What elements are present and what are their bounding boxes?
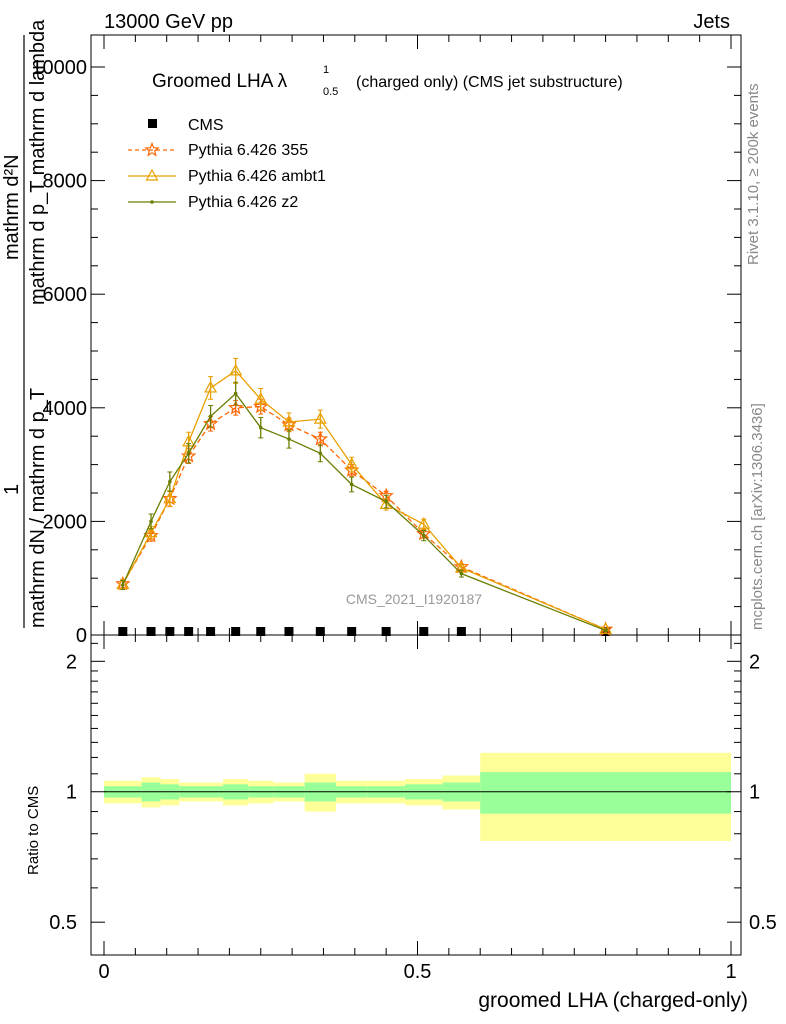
title-main: Groomed LHA λ <box>152 71 288 92</box>
cms-point <box>184 627 194 636</box>
ratio-ytick-label: 2 <box>66 651 77 673</box>
legend-label-355: Pythia 6.426 355 <box>188 142 308 159</box>
cms-point <box>456 627 466 636</box>
point-pythia-6-426-z2 <box>233 391 238 396</box>
cms-point <box>146 627 156 636</box>
ratio-ytick-label: 0.5 <box>49 912 77 934</box>
legend-entry-355: Pythia 6.426 355 <box>128 141 308 159</box>
ratio-ytick-label-right: 1 <box>749 782 760 804</box>
point-pythia-6-426-ambt1 <box>345 457 359 470</box>
main-ytick-label: 8000 <box>43 171 88 193</box>
point-pythia-6-426-ambt1 <box>204 380 218 393</box>
point-pythia-6-426-z2 <box>318 451 323 456</box>
legend: CMS Pythia 6.426 355 Pythia 6.426 ambt1 … <box>128 117 326 211</box>
main-ytick-label: 6000 <box>43 284 88 306</box>
main-ytick-label: 0 <box>76 625 87 647</box>
point-pythia-6-426-z2 <box>603 628 608 633</box>
point-pythia-6-426-355 <box>312 430 329 446</box>
point-pythia-6-426-z2 <box>287 437 291 441</box>
point-pythia-6-426-ambt1 <box>144 525 158 538</box>
series-line-pythia-6-426-ambt1 <box>122 370 606 630</box>
cms-point <box>315 627 325 636</box>
legend-marker-355 <box>144 141 160 157</box>
ratio-ytick-label-right: 2 <box>749 651 760 673</box>
cms-point <box>419 627 429 636</box>
title-sub: 0.5 <box>323 86 338 98</box>
rivet-label: Rivet 3.1.10, ≥ 200k events <box>745 83 762 265</box>
cms-point <box>231 627 241 636</box>
main-series <box>115 357 614 636</box>
chart-title: Groomed LHA λ 1 0.5 (charged only) (CMS … <box>152 64 623 98</box>
ratio-ylabel: Ratio to CMS <box>25 786 42 875</box>
series-line-pythia-6-426-355 <box>122 406 606 630</box>
header-left: 13000 GeV pp <box>104 11 233 33</box>
series-line-pythia-6-426-z2 <box>122 392 606 632</box>
point-pythia-6-426-z2 <box>208 414 213 419</box>
point-pythia-6-426-z2 <box>421 533 426 538</box>
mcplots-label: mcplots.cern.ch [arXiv:1306.3436] <box>749 403 766 630</box>
point-pythia-6-426-z2 <box>384 499 388 504</box>
main-axes: 0 2000 4000 6000 8000 10000 <box>31 34 742 647</box>
watermark: CMS_2021_I1920187 <box>346 591 482 607</box>
point-pythia-6-426-ambt1 <box>229 363 243 376</box>
main-frame <box>90 34 742 636</box>
cms-point <box>347 627 357 636</box>
legend-entry-cms: CMS <box>148 117 224 134</box>
cms-point <box>256 627 266 636</box>
point-pythia-6-426-355 <box>227 399 244 415</box>
xtick-label: 0 <box>98 961 109 983</box>
xlabel: groomed LHA (charged-only) <box>478 989 748 1012</box>
point-pythia-6-426-ambt1 <box>282 414 296 427</box>
cms-point <box>118 627 128 636</box>
point-pythia-6-426-ambt1 <box>313 411 327 424</box>
ylabel-left-num: 1 <box>1 484 23 495</box>
main-ytick-label: 10000 <box>31 57 87 79</box>
legend-label-ambt1: Pythia 6.426 ambt1 <box>188 168 326 185</box>
point-pythia-6-426-z2 <box>349 482 354 487</box>
cms-point <box>206 627 216 636</box>
legend-entry-ambt1: Pythia 6.426 ambt1 <box>128 168 326 185</box>
ylabel-top: mathrm d²N <box>1 154 23 260</box>
legend-label-z2: Pythia 6.426 z2 <box>188 194 298 211</box>
point-pythia-6-426-z2 <box>459 571 464 576</box>
cms-point <box>165 627 175 636</box>
legend-marker-cms <box>148 119 157 128</box>
point-pythia-6-426-ambt1 <box>417 516 431 529</box>
point-pythia-6-426-z2 <box>168 479 172 484</box>
cms-point <box>381 627 391 636</box>
xtick-label: 1 <box>725 961 736 983</box>
point-pythia-6-426-z2 <box>121 583 125 587</box>
xtick-label: 0.5 <box>404 961 432 983</box>
ratio-ytick-label: 1 <box>66 782 77 804</box>
ratio-stat-band <box>480 772 731 814</box>
title-suffix: (charged only) (CMS jet substructure) <box>356 74 623 91</box>
legend-entry-z2: Pythia 6.426 z2 <box>128 194 298 211</box>
legend-marker-z2 <box>150 200 154 204</box>
point-pythia-6-426-z2 <box>149 519 153 524</box>
ylabel-left-den: mathrm dN / mathrm d p_T <box>27 388 49 628</box>
cms-point <box>284 627 294 636</box>
title-sup: 1 <box>323 64 329 76</box>
point-pythia-6-426-ambt1 <box>163 491 177 504</box>
header-right: Jets <box>693 11 730 33</box>
main-ytick-label: 2000 <box>43 511 88 533</box>
ratio-bands <box>104 752 731 841</box>
ratio-ytick-label-right: 0.5 <box>749 912 777 934</box>
point-pythia-6-426-z2 <box>258 425 263 430</box>
point-pythia-6-426-ambt1 <box>254 392 268 404</box>
point-pythia-6-426-ambt1 <box>599 622 613 634</box>
legend-label-cms: CMS <box>188 117 224 134</box>
point-pythia-6-426-z2 <box>186 451 191 456</box>
main-ytick-label: 4000 <box>43 398 88 420</box>
ylabel-bottom: mathrm d p_T mathrm d lambda <box>27 19 49 305</box>
main-ylabel: mathrm d²N mathrm d p_T mathrm d lambda … <box>1 19 49 628</box>
legend-marker-ambt1 <box>145 168 159 181</box>
